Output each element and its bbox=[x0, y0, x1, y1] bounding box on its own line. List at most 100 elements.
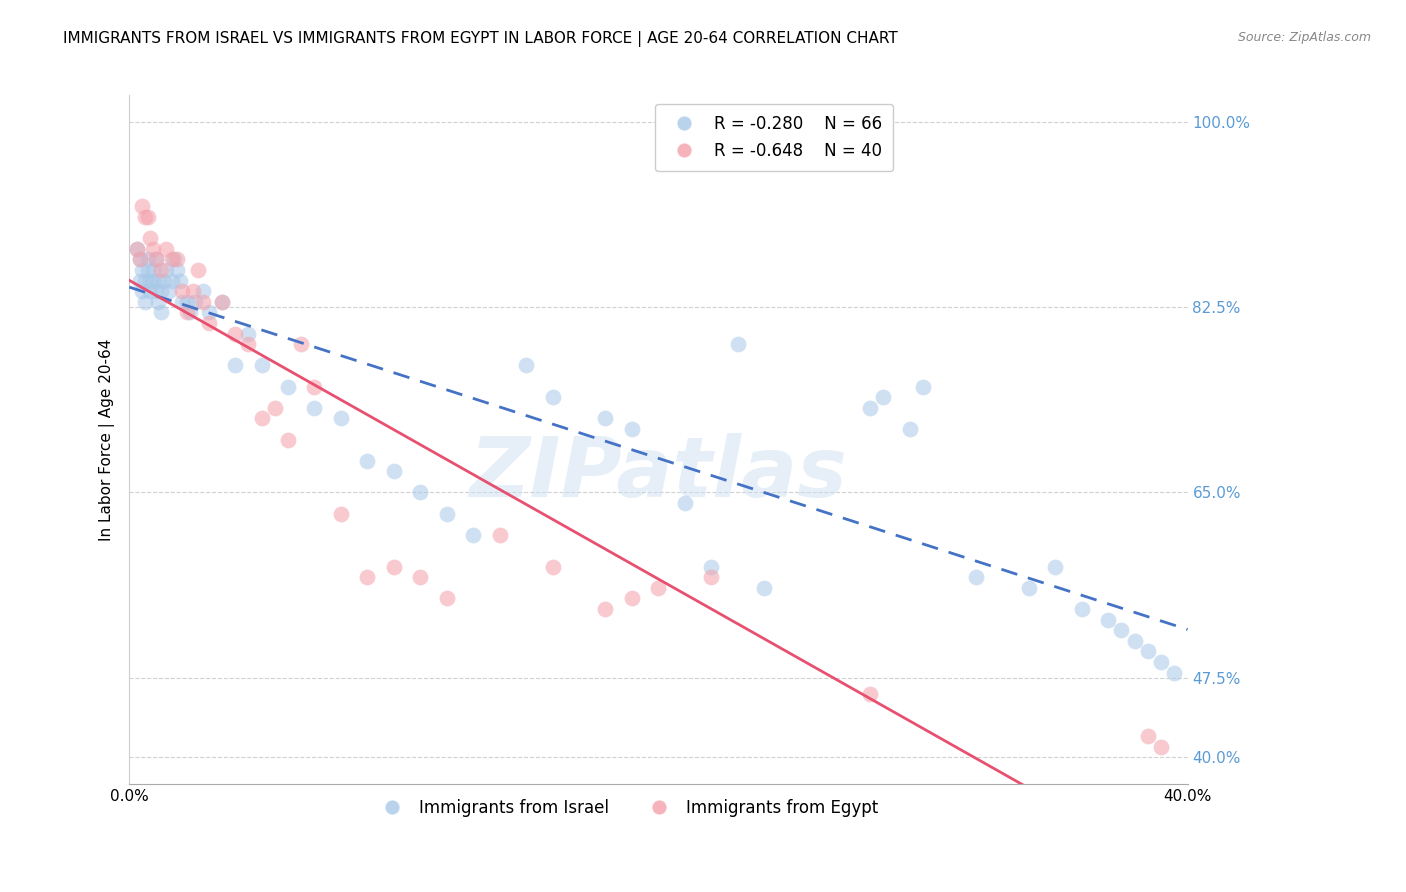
Point bbox=[463, 528, 485, 542]
Point bbox=[647, 581, 669, 595]
Point bbox=[136, 263, 159, 277]
Point bbox=[127, 242, 149, 256]
Point bbox=[620, 591, 643, 606]
Point bbox=[134, 210, 156, 224]
Point bbox=[152, 274, 174, 288]
Point bbox=[163, 252, 186, 267]
Point bbox=[541, 559, 564, 574]
Legend: Immigrants from Israel, Immigrants from Egypt: Immigrants from Israel, Immigrants from … bbox=[368, 792, 884, 823]
Point bbox=[238, 326, 260, 341]
Point bbox=[1123, 633, 1146, 648]
Point bbox=[134, 294, 156, 309]
Point bbox=[1070, 602, 1092, 616]
Point bbox=[160, 274, 183, 288]
Text: IMMIGRANTS FROM ISRAEL VS IMMIGRANTS FROM EGYPT IN LABOR FORCE | AGE 20-64 CORRE: IMMIGRANTS FROM ISRAEL VS IMMIGRANTS FRO… bbox=[63, 31, 898, 47]
Point bbox=[150, 305, 173, 319]
Point bbox=[179, 305, 201, 319]
Point bbox=[139, 274, 162, 288]
Point bbox=[166, 252, 188, 267]
Point bbox=[700, 570, 723, 584]
Point bbox=[277, 379, 299, 393]
Point bbox=[136, 210, 159, 224]
Point bbox=[329, 507, 352, 521]
Point bbox=[128, 274, 150, 288]
Point bbox=[673, 496, 696, 510]
Point bbox=[197, 305, 219, 319]
Point bbox=[224, 359, 246, 373]
Point bbox=[136, 252, 159, 267]
Point bbox=[155, 263, 177, 277]
Point bbox=[409, 485, 432, 500]
Point bbox=[859, 687, 882, 701]
Point bbox=[181, 284, 204, 298]
Point bbox=[541, 390, 564, 404]
Point bbox=[1097, 613, 1119, 627]
Point bbox=[148, 294, 170, 309]
Point bbox=[145, 252, 167, 267]
Point bbox=[193, 294, 215, 309]
Point bbox=[139, 284, 162, 298]
Point bbox=[620, 422, 643, 436]
Point bbox=[409, 570, 432, 584]
Point bbox=[356, 453, 378, 467]
Point bbox=[169, 274, 191, 288]
Point bbox=[859, 401, 882, 415]
Point bbox=[142, 242, 165, 256]
Point bbox=[128, 252, 150, 267]
Point bbox=[128, 252, 150, 267]
Point bbox=[157, 284, 180, 298]
Point bbox=[155, 242, 177, 256]
Point bbox=[150, 263, 173, 277]
Point bbox=[1045, 559, 1067, 574]
Point bbox=[700, 559, 723, 574]
Point bbox=[197, 316, 219, 330]
Point bbox=[304, 401, 326, 415]
Point bbox=[515, 359, 537, 373]
Point bbox=[211, 294, 233, 309]
Text: ZIPatlas: ZIPatlas bbox=[470, 434, 848, 515]
Point bbox=[142, 274, 165, 288]
Point bbox=[1150, 655, 1173, 669]
Point bbox=[436, 507, 458, 521]
Point bbox=[172, 294, 194, 309]
Point bbox=[145, 252, 167, 267]
Point bbox=[150, 284, 173, 298]
Point bbox=[238, 337, 260, 351]
Y-axis label: In Labor Force | Age 20-64: In Labor Force | Age 20-64 bbox=[100, 338, 115, 541]
Point bbox=[911, 379, 934, 393]
Point bbox=[131, 199, 153, 213]
Point bbox=[1111, 623, 1133, 637]
Point bbox=[382, 559, 405, 574]
Point bbox=[329, 411, 352, 425]
Point bbox=[595, 602, 617, 616]
Point bbox=[595, 411, 617, 425]
Point bbox=[1163, 665, 1185, 680]
Point bbox=[211, 294, 233, 309]
Point bbox=[131, 263, 153, 277]
Point bbox=[1136, 644, 1159, 658]
Point bbox=[277, 433, 299, 447]
Point bbox=[176, 294, 198, 309]
Point bbox=[250, 411, 273, 425]
Point bbox=[145, 284, 167, 298]
Point bbox=[488, 528, 510, 542]
Point bbox=[965, 570, 987, 584]
Point bbox=[1150, 739, 1173, 754]
Point bbox=[1136, 729, 1159, 743]
Point bbox=[172, 284, 194, 298]
Point bbox=[139, 231, 162, 245]
Point bbox=[127, 242, 149, 256]
Point bbox=[131, 284, 153, 298]
Point bbox=[193, 284, 215, 298]
Point bbox=[1018, 581, 1040, 595]
Point bbox=[263, 401, 285, 415]
Text: Source: ZipAtlas.com: Source: ZipAtlas.com bbox=[1237, 31, 1371, 45]
Point bbox=[872, 390, 894, 404]
Point bbox=[436, 591, 458, 606]
Point bbox=[142, 263, 165, 277]
Point bbox=[754, 581, 776, 595]
Point bbox=[148, 274, 170, 288]
Point bbox=[356, 570, 378, 584]
Point bbox=[727, 337, 749, 351]
Point bbox=[382, 464, 405, 478]
